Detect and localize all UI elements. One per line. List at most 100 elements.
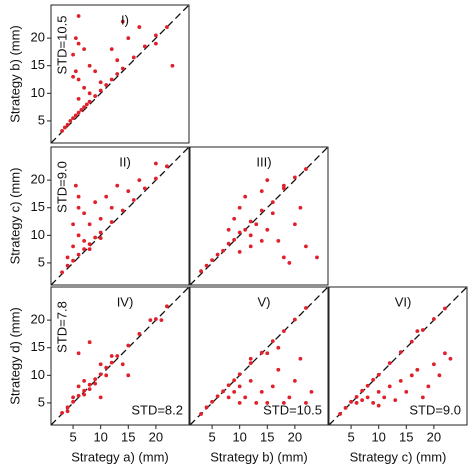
- point: [232, 216, 237, 221]
- panel-frame: [328, 286, 468, 426]
- point: [82, 85, 87, 90]
- point: [287, 261, 292, 265]
- point: [76, 77, 81, 82]
- std-annotation: STD=9.0: [54, 161, 69, 213]
- point: [87, 242, 92, 247]
- point: [115, 354, 120, 358]
- panel-frame: [189, 146, 329, 286]
- point: [142, 186, 147, 191]
- point: [237, 205, 242, 210]
- point: [76, 393, 81, 398]
- point: [281, 255, 286, 260]
- x-tick-label: 20: [149, 429, 163, 444]
- point: [82, 247, 87, 252]
- point: [159, 318, 164, 323]
- point: [76, 14, 81, 18]
- point: [165, 25, 169, 29]
- point: [170, 63, 175, 68]
- x-tick-label: 20: [427, 429, 441, 444]
- point: [415, 329, 420, 334]
- point: [71, 74, 75, 79]
- panel-label: III): [256, 154, 271, 169]
- point: [221, 248, 226, 253]
- point: [376, 389, 381, 394]
- point: [126, 36, 131, 41]
- point: [62, 125, 67, 130]
- point: [226, 241, 231, 246]
- point: [270, 384, 275, 389]
- point: [115, 72, 120, 76]
- point: [87, 63, 92, 68]
- point: [131, 55, 136, 60]
- point: [104, 194, 109, 199]
- point: [98, 362, 103, 367]
- point: [120, 208, 125, 213]
- point: [87, 247, 92, 252]
- point: [109, 360, 114, 365]
- point: [120, 66, 125, 71]
- point: [68, 119, 73, 123]
- point: [60, 270, 64, 275]
- y-tick-label: 15: [31, 339, 45, 354]
- point: [287, 395, 292, 400]
- point: [409, 339, 414, 344]
- y-tick-label: 5: [38, 394, 45, 409]
- point: [349, 399, 353, 404]
- y-tick-label: 5: [38, 112, 45, 127]
- point: [126, 343, 131, 348]
- point: [153, 33, 158, 38]
- point: [98, 230, 103, 235]
- y-tick-label: 10: [31, 367, 45, 382]
- point: [393, 398, 398, 403]
- std-annotation: STD=10.5: [263, 402, 322, 417]
- point: [79, 107, 84, 112]
- point: [281, 183, 286, 188]
- point: [71, 244, 75, 249]
- point: [98, 395, 103, 400]
- point: [126, 373, 131, 378]
- point: [109, 220, 114, 224]
- point: [126, 189, 131, 194]
- point: [120, 362, 125, 367]
- point: [237, 230, 242, 235]
- point: [243, 395, 248, 400]
- x-axis-title: Strategy b) (mm): [210, 449, 308, 464]
- point: [254, 401, 259, 405]
- point: [281, 329, 286, 334]
- y-tick-label: 15: [31, 57, 45, 72]
- point: [304, 244, 308, 249]
- identity-line: [50, 4, 190, 144]
- point: [354, 394, 359, 399]
- point: [215, 394, 220, 399]
- x-axis-title: Strategy c) (mm): [350, 449, 447, 464]
- point: [360, 388, 365, 393]
- point: [109, 354, 114, 358]
- x-tick-label: 15: [260, 429, 274, 444]
- y-tick-label: 20: [31, 312, 45, 327]
- point: [248, 361, 253, 366]
- point: [237, 249, 242, 254]
- point: [76, 194, 81, 199]
- point: [87, 91, 92, 96]
- point: [254, 222, 259, 227]
- point: [210, 399, 214, 404]
- point: [409, 373, 414, 378]
- point: [404, 389, 409, 394]
- point: [82, 388, 87, 393]
- x-tick-label: 10: [232, 429, 246, 444]
- point: [365, 383, 370, 388]
- point: [73, 36, 78, 41]
- point: [199, 412, 203, 416]
- point: [73, 69, 78, 74]
- point: [237, 401, 242, 405]
- point: [226, 395, 231, 400]
- point: [281, 186, 286, 191]
- point: [153, 41, 158, 46]
- point: [292, 175, 297, 180]
- point: [343, 405, 348, 410]
- point: [73, 113, 78, 118]
- x-axis-title: Strategy a) (mm): [71, 449, 169, 464]
- x-tick-label: 5: [208, 429, 215, 444]
- point: [82, 105, 87, 110]
- point: [60, 410, 64, 415]
